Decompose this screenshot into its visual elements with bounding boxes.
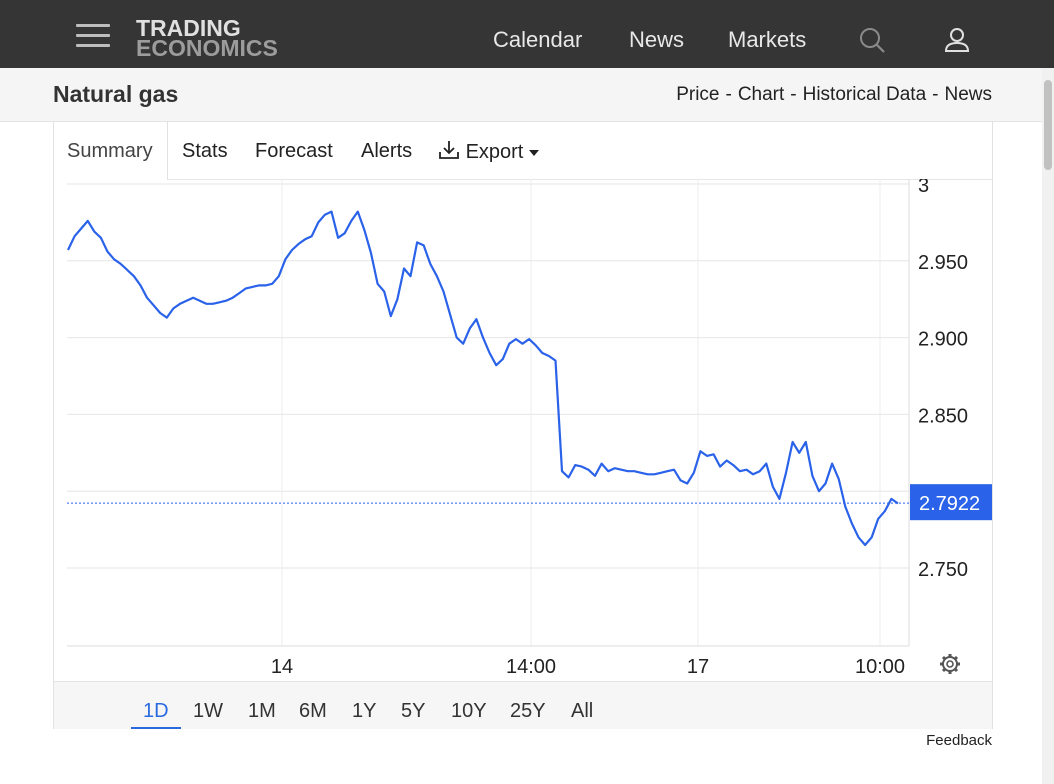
feedback-link[interactable]: Feedback <box>926 732 992 749</box>
nav-link-calendar[interactable]: Calendar <box>493 27 583 52</box>
y-tick-label: 2.900 <box>918 329 968 351</box>
page-title: Natural gas <box>53 81 179 107</box>
subnav-price[interactable]: Price <box>676 84 720 105</box>
hamburger-menu-icon[interactable] <box>76 24 110 48</box>
y-tick-label: 2.950 <box>918 252 968 274</box>
x-axis: 14 14:00 17 10:00 <box>271 656 905 678</box>
logo-line-2: ECONOMICS <box>136 35 278 61</box>
time-range-selector: 1D 1W 1M 6M 1Y 5Y 10Y 25Y All <box>54 681 992 729</box>
tab-export-label: Export <box>465 141 524 163</box>
range-1d[interactable]: 1D <box>143 700 169 722</box>
search-icon[interactable] <box>858 26 886 54</box>
y-tick-label: 2.850 <box>918 405 968 427</box>
scrollbar-thumb[interactable] <box>1044 80 1052 170</box>
sub-navigation: Price - Chart - Historical Data - News <box>676 84 992 105</box>
gear-icon[interactable] <box>940 654 960 674</box>
trading-economics-logo[interactable]: TRADING ECONOMICS <box>136 15 306 61</box>
tab-forecast[interactable]: Forecast <box>255 140 333 162</box>
download-icon <box>439 141 459 159</box>
subnav-news[interactable]: News <box>944 84 992 105</box>
tab-export[interactable]: Export <box>438 140 540 164</box>
x-tick-label: 17 <box>687 656 709 678</box>
x-tick-label: 14 <box>271 656 293 678</box>
logo-line-1: TRADING <box>136 15 241 41</box>
current-price-label: 2.7922 <box>919 493 980 515</box>
title-bar: Natural gas Price - Chart - Historical Data -… <box>0 68 1042 122</box>
subnav-chart[interactable]: Chart <box>737 84 785 105</box>
top-navigation-bar: TRADING ECONOMICS Calendar News Markets <box>0 0 1054 68</box>
subnav-historical-data[interactable]: Historical Data <box>802 84 927 105</box>
range-25y[interactable]: 25Y <box>510 700 546 722</box>
range-1y[interactable]: 1Y <box>352 700 377 722</box>
page-scrollbar[interactable] <box>1042 68 1054 784</box>
chevron-down-icon <box>529 149 540 156</box>
active-range-indicator <box>131 727 181 729</box>
price-series-line <box>67 210 899 547</box>
x-tick-label: 10:00 <box>855 656 905 678</box>
chart-tabs: Summary Stats Forecast Alerts Export <box>54 122 992 180</box>
y-tick-label: 2.750 <box>918 559 968 581</box>
nav-link-markets[interactable]: Markets <box>728 27 807 52</box>
range-1w[interactable]: 1W <box>193 700 223 722</box>
range-all[interactable]: All <box>571 700 594 722</box>
tab-summary[interactable]: Summary <box>54 122 168 180</box>
range-6m[interactable]: 6M <box>299 700 327 722</box>
tab-summary-label: Summary <box>67 140 153 162</box>
x-tick-label: 14:00 <box>506 656 556 678</box>
chart-card: Summary Stats Forecast Alerts Export 3 2.… <box>53 122 993 729</box>
range-10y[interactable]: 10Y <box>451 700 487 722</box>
nav-link-news[interactable]: News <box>629 27 685 52</box>
tab-stats[interactable]: Stats <box>182 140 228 162</box>
range-5y[interactable]: 5Y <box>401 700 426 722</box>
range-1m[interactable]: 1M <box>248 700 276 722</box>
y-tick-label: 3 <box>918 179 929 197</box>
tab-alerts[interactable]: Alerts <box>361 140 413 162</box>
user-icon[interactable] <box>944 26 970 54</box>
current-price-badge <box>910 484 992 521</box>
chart-grid <box>67 179 910 647</box>
